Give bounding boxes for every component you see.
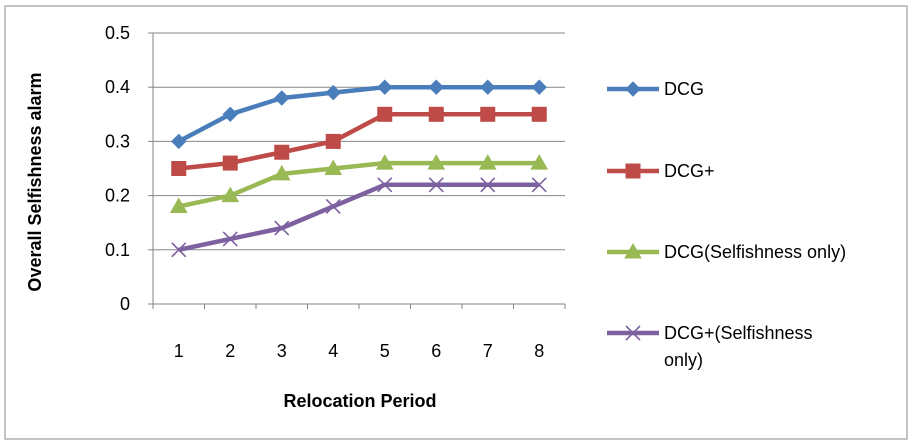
data-point (272, 164, 291, 181)
legend-label: DCG+ (664, 161, 715, 181)
y-tick-label: 0.3 (105, 131, 130, 151)
y-tick-label: 0.1 (105, 240, 130, 260)
data-point (427, 154, 446, 170)
data-point (428, 177, 444, 193)
x-tick-label: 5 (380, 341, 390, 361)
legend-marker (625, 81, 641, 97)
data-point (531, 177, 547, 193)
data-point (478, 154, 497, 170)
legend-label: DCG (664, 79, 704, 99)
legend-marker (625, 325, 641, 341)
x-axis-title: Relocation Period (283, 391, 436, 411)
data-point (171, 161, 187, 176)
data-point (325, 133, 341, 149)
y-tick-label: 0.5 (105, 23, 130, 43)
legend-label: DCG(Selfishness only) (664, 242, 846, 262)
chart-border (4, 5, 908, 440)
data-point (375, 154, 394, 170)
series-line (178, 112, 540, 171)
series-3 (171, 177, 547, 258)
data-point (530, 154, 549, 170)
series-0 (171, 79, 547, 150)
legend-label: only) (664, 350, 703, 370)
x-tick-label: 3 (277, 341, 287, 361)
data-point (221, 186, 240, 203)
x-tick-label: 7 (483, 341, 493, 361)
data-point (531, 106, 547, 122)
x-tick-label: 8 (534, 341, 544, 361)
axes: 0 0.1 0.2 0.3 0.4 0.5 1 2 3 4 5 6 7 8 (105, 23, 566, 361)
data-point (274, 90, 290, 106)
series-layer (169, 79, 549, 258)
x-tick-label: 2 (225, 341, 235, 361)
x-tick-label: 4 (328, 341, 338, 361)
data-point (171, 133, 187, 150)
data-point (169, 197, 188, 213)
series-line (178, 182, 540, 253)
data-point (428, 106, 444, 122)
data-point (274, 220, 290, 236)
y-tick-label: 0.4 (105, 77, 130, 97)
data-point (480, 106, 496, 122)
data-point (377, 106, 393, 122)
data-point (325, 84, 341, 101)
legend-marker (625, 163, 641, 179)
data-point (274, 144, 290, 160)
series-line (177, 84, 540, 144)
data-point (531, 79, 547, 95)
data-point (171, 242, 187, 258)
series-2 (169, 154, 549, 213)
legend-marker (624, 242, 642, 259)
data-point (222, 231, 238, 247)
y-tick-label: 0 (120, 294, 130, 314)
x-tick-label: 1 (174, 341, 184, 361)
y-axis-title: Overall Selfishness alarm (25, 72, 45, 291)
series-1 (171, 106, 547, 176)
data-point (324, 159, 343, 175)
x-tick-label: 6 (431, 341, 441, 361)
data-point (377, 177, 393, 193)
legend-entry: DCG (607, 79, 704, 99)
y-tick-label: 0.2 (105, 186, 130, 206)
data-point (428, 79, 444, 95)
legend-entry: DCG+(Selfishness only) (607, 323, 813, 370)
legend-entry: DCG(Selfishness only) (607, 242, 846, 262)
series-line (178, 160, 540, 209)
data-point (222, 155, 238, 171)
legend-entry: DCG+ (607, 161, 715, 181)
data-point (222, 106, 238, 123)
data-point (480, 177, 496, 193)
data-point (377, 79, 393, 95)
legend: DCG DCG+ DCG(Selfishness only) DCG+(Selfish… (607, 79, 846, 370)
data-point (480, 79, 496, 95)
data-point (325, 198, 341, 215)
legend-label: DCG+(Selfishness (664, 323, 813, 343)
